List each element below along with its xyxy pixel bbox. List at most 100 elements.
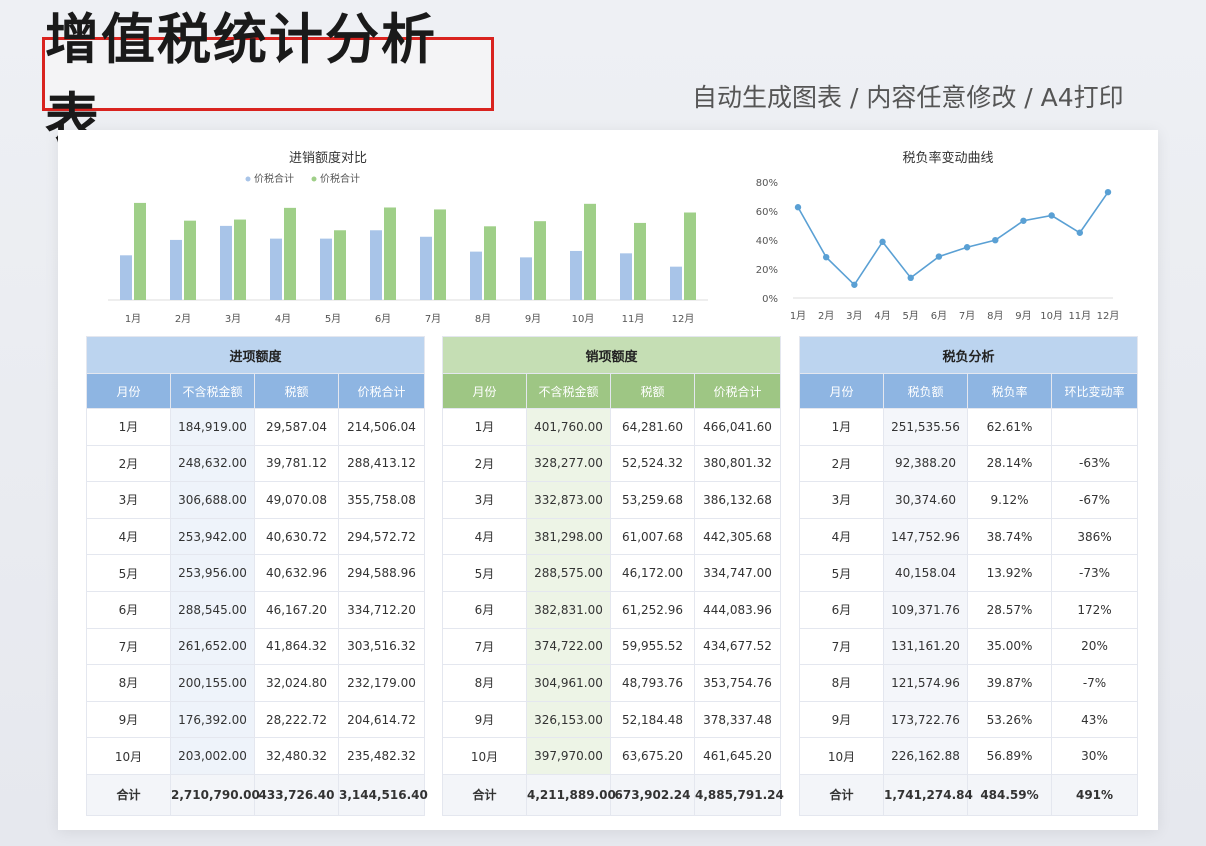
table-cell[interactable]: 306,688.00 bbox=[170, 481, 255, 519]
table-cell[interactable]: 6月 bbox=[799, 590, 884, 629]
table-cell[interactable]: 2月 bbox=[799, 444, 884, 483]
table-cell[interactable]: 294,572.72 bbox=[337, 517, 426, 556]
table-cell[interactable]: 2月 bbox=[86, 444, 171, 483]
table-cell[interactable]: 8月 bbox=[442, 664, 527, 702]
table-cell[interactable]: 176,392.00 bbox=[170, 700, 255, 739]
table-cell[interactable]: 401,760.00 bbox=[526, 408, 611, 446]
table-cell[interactable]: 381,298.00 bbox=[526, 517, 611, 556]
table-cell[interactable]: 28.57% bbox=[967, 590, 1052, 629]
table-cell[interactable]: 32,024.80 bbox=[254, 664, 339, 702]
table-cell[interactable]: 8月 bbox=[799, 664, 884, 702]
table-cell[interactable]: 1月 bbox=[442, 408, 527, 446]
table-cell[interactable]: 374,722.00 bbox=[526, 627, 611, 666]
table-cell[interactable]: 29,587.04 bbox=[254, 408, 339, 446]
table-cell[interactable]: 10月 bbox=[442, 737, 527, 775]
table-cell[interactable]: 13.92% bbox=[967, 554, 1052, 592]
table-cell[interactable]: 39.87% bbox=[967, 664, 1052, 702]
table-cell[interactable]: 32,480.32 bbox=[254, 737, 339, 775]
table-cell[interactable]: 3月 bbox=[799, 481, 884, 519]
table-cell[interactable]: 9.12% bbox=[967, 481, 1052, 519]
table-cell[interactable]: 397,970.00 bbox=[526, 737, 611, 775]
table-cell[interactable]: 53,259.68 bbox=[610, 481, 695, 519]
total-cell[interactable]: 合计 bbox=[442, 773, 527, 816]
table-cell[interactable]: 20% bbox=[1050, 627, 1139, 666]
table-cell[interactable]: 43% bbox=[1050, 700, 1139, 739]
table-cell[interactable]: 184,919.00 bbox=[170, 408, 255, 446]
table-cell[interactable]: 1月 bbox=[86, 408, 171, 446]
table-cell[interactable]: 30,374.60 bbox=[883, 481, 968, 519]
table-cell[interactable]: 334,712.20 bbox=[337, 590, 426, 629]
table-cell[interactable]: 386% bbox=[1050, 517, 1139, 556]
table-cell[interactable]: 261,652.00 bbox=[170, 627, 255, 666]
table-cell[interactable]: 334,747.00 bbox=[693, 554, 782, 592]
table-cell[interactable]: 6月 bbox=[442, 590, 527, 629]
table-cell[interactable]: 1月 bbox=[799, 408, 884, 446]
table-cell[interactable]: 7月 bbox=[442, 627, 527, 666]
table-cell[interactable]: 380,801.32 bbox=[693, 444, 782, 483]
table-cell[interactable]: 442,305.68 bbox=[693, 517, 782, 556]
total-cell[interactable]: 491% bbox=[1050, 773, 1139, 816]
table-cell[interactable]: 56.89% bbox=[967, 737, 1052, 775]
table-cell[interactable]: -7% bbox=[1050, 664, 1139, 702]
table-cell[interactable]: 9月 bbox=[442, 700, 527, 739]
table-cell[interactable]: 35.00% bbox=[967, 627, 1052, 666]
table-cell[interactable]: 253,942.00 bbox=[170, 517, 255, 556]
table-cell[interactable]: 53.26% bbox=[967, 700, 1052, 739]
table-cell[interactable]: 5月 bbox=[799, 554, 884, 592]
table-cell[interactable]: 63,675.20 bbox=[610, 737, 695, 775]
table-cell[interactable]: 353,754.76 bbox=[693, 664, 782, 702]
table-cell[interactable]: 355,758.08 bbox=[337, 481, 426, 519]
table-cell[interactable]: 7月 bbox=[799, 627, 884, 666]
table-cell[interactable]: 4月 bbox=[799, 517, 884, 556]
table-cell[interactable]: 303,516.32 bbox=[337, 627, 426, 666]
table-cell[interactable]: 64,281.60 bbox=[610, 408, 695, 446]
table-cell[interactable]: 40,158.04 bbox=[883, 554, 968, 592]
table-cell[interactable]: 48,793.76 bbox=[610, 664, 695, 702]
table-cell[interactable]: 200,155.00 bbox=[170, 664, 255, 702]
table-cell[interactable]: 61,252.96 bbox=[610, 590, 695, 629]
table-cell[interactable]: 3月 bbox=[442, 481, 527, 519]
table-cell[interactable]: 173,722.76 bbox=[883, 700, 968, 739]
table-cell[interactable]: 466,041.60 bbox=[693, 408, 782, 446]
total-cell[interactable]: 合计 bbox=[86, 773, 171, 816]
table-cell[interactable]: 328,277.00 bbox=[526, 444, 611, 483]
table-cell[interactable]: 49,070.08 bbox=[254, 481, 339, 519]
table-cell[interactable]: -73% bbox=[1050, 554, 1139, 592]
table-cell[interactable]: 288,575.00 bbox=[526, 554, 611, 592]
table-cell[interactable]: 10月 bbox=[86, 737, 171, 775]
table-cell[interactable]: 5月 bbox=[86, 554, 171, 592]
table-cell[interactable]: 3月 bbox=[86, 481, 171, 519]
table-cell[interactable]: 46,167.20 bbox=[254, 590, 339, 629]
table-cell[interactable]: 248,632.00 bbox=[170, 444, 255, 483]
table-cell[interactable]: 251,535.56 bbox=[883, 408, 968, 446]
table-cell[interactable]: 461,645.20 bbox=[693, 737, 782, 775]
table-cell[interactable] bbox=[1050, 408, 1139, 446]
table-cell[interactable]: 40,630.72 bbox=[254, 517, 339, 556]
table-cell[interactable]: 326,153.00 bbox=[526, 700, 611, 739]
table-cell[interactable]: 288,413.12 bbox=[337, 444, 426, 483]
table-cell[interactable]: 203,002.00 bbox=[170, 737, 255, 775]
table-cell[interactable]: 41,864.32 bbox=[254, 627, 339, 666]
total-cell[interactable]: 484.59% bbox=[967, 773, 1052, 816]
table-cell[interactable]: 52,184.48 bbox=[610, 700, 695, 739]
table-cell[interactable]: 214,506.04 bbox=[337, 408, 426, 446]
total-cell[interactable]: 4,885,791.24 bbox=[693, 773, 784, 816]
table-cell[interactable]: 62.61% bbox=[967, 408, 1052, 446]
table-cell[interactable]: 6月 bbox=[86, 590, 171, 629]
total-cell[interactable]: 4,211,889.00 bbox=[526, 773, 616, 816]
total-cell[interactable]: 2,710,790.00 bbox=[170, 773, 260, 816]
table-cell[interactable]: 30% bbox=[1050, 737, 1139, 775]
table-cell[interactable]: 109,371.76 bbox=[883, 590, 968, 629]
table-cell[interactable]: 204,614.72 bbox=[337, 700, 426, 739]
table-cell[interactable]: 386,132.68 bbox=[693, 481, 782, 519]
table-cell[interactable]: 288,545.00 bbox=[170, 590, 255, 629]
table-cell[interactable]: 378,337.48 bbox=[693, 700, 782, 739]
table-cell[interactable]: 28,222.72 bbox=[254, 700, 339, 739]
table-cell[interactable]: 121,574.96 bbox=[883, 664, 968, 702]
table-cell[interactable]: 40,632.96 bbox=[254, 554, 339, 592]
table-cell[interactable]: 131,161.20 bbox=[883, 627, 968, 666]
table-cell[interactable]: 52,524.32 bbox=[610, 444, 695, 483]
table-cell[interactable]: 4月 bbox=[86, 517, 171, 556]
total-cell[interactable]: 433,726.40 bbox=[254, 773, 339, 816]
table-cell[interactable]: 332,873.00 bbox=[526, 481, 611, 519]
